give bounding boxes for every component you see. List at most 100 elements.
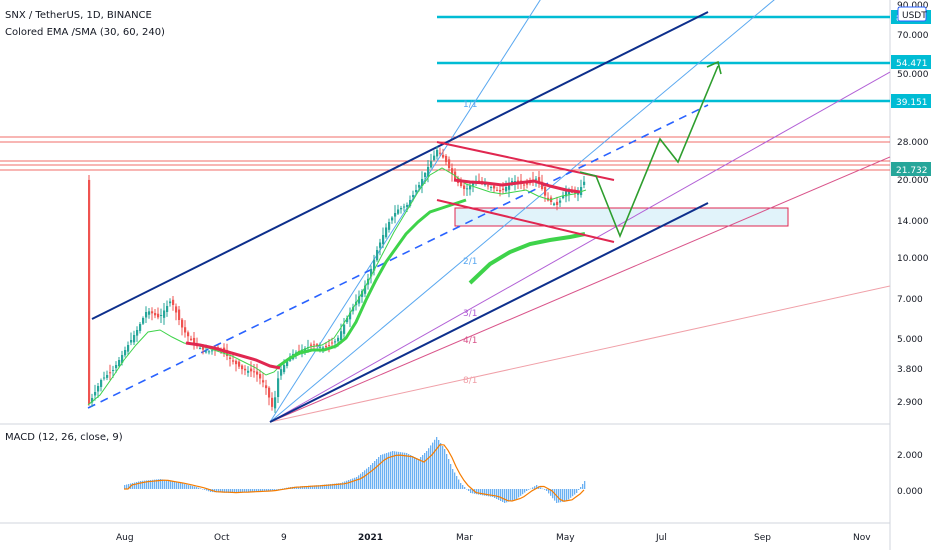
ema-240-line xyxy=(468,232,586,285)
candle-body xyxy=(400,208,403,210)
candle-body xyxy=(190,338,193,340)
gann-label-3-1: 3/1 xyxy=(463,309,477,319)
candle-body xyxy=(127,345,130,352)
candle-body xyxy=(118,360,121,367)
ema-30-line xyxy=(87,167,587,406)
candle-body xyxy=(331,342,334,344)
candle-body xyxy=(286,360,289,366)
macd-bar xyxy=(366,468,368,489)
macd-bar xyxy=(540,487,542,489)
macd-bar xyxy=(550,489,552,496)
macd-bar xyxy=(352,478,354,489)
macd-bar xyxy=(560,489,562,503)
time-axis: Aug Oct 9 2021 Mar May Jul Sep Nov xyxy=(116,533,871,543)
macd-bar xyxy=(220,489,222,493)
macd-bar xyxy=(252,489,254,492)
macd-bar xyxy=(246,489,248,493)
macd-bar xyxy=(336,483,338,489)
symbol-title[interactable]: SNX / TetherUS, 1D, BINANCE xyxy=(5,10,152,21)
candle-body xyxy=(100,380,103,387)
macd-bar xyxy=(552,489,554,499)
macd-bar xyxy=(264,489,266,492)
macd-bar xyxy=(554,489,556,501)
price-tick: 90.000 xyxy=(897,1,929,11)
macd-title[interactable]: MACD (12, 26, close, 9) xyxy=(5,432,123,443)
gann-label-1-1: 1/1 xyxy=(463,100,477,110)
candle-body xyxy=(496,189,499,191)
macd-bar xyxy=(234,489,236,493)
candle-body xyxy=(178,309,181,320)
macd-bar xyxy=(380,455,382,489)
candle-body xyxy=(319,346,322,348)
time-label: 2021 xyxy=(358,533,383,543)
macd-bar xyxy=(244,489,246,493)
macd-bar xyxy=(484,489,486,496)
candle-body xyxy=(136,330,139,336)
macd-bar xyxy=(202,489,204,490)
candle-body xyxy=(433,155,436,161)
macd-bar xyxy=(406,453,408,489)
macd-bar xyxy=(402,452,404,489)
candle-body xyxy=(583,181,586,186)
candle-body xyxy=(328,345,331,347)
macd-bar xyxy=(196,487,198,489)
macd-bar xyxy=(542,488,544,490)
macd-bar xyxy=(582,484,584,489)
candle-body xyxy=(451,168,454,174)
macd-bar xyxy=(326,484,328,489)
macd-bar xyxy=(376,459,378,489)
macd-bar xyxy=(408,454,410,489)
candle-body xyxy=(445,155,448,162)
candle-body xyxy=(115,365,118,369)
gann-label-2-1: 2/1 xyxy=(463,257,477,267)
macd-bar xyxy=(250,489,252,492)
price-tick: 5.000 xyxy=(897,335,923,345)
price-tick: 14.000 xyxy=(897,217,929,227)
macd-bar xyxy=(180,483,182,489)
ema-60-line xyxy=(275,198,467,370)
candle-body xyxy=(523,184,526,186)
candle-body xyxy=(148,311,151,315)
time-label: Jul xyxy=(655,533,667,543)
candle-body xyxy=(334,341,337,343)
macd-bar xyxy=(142,480,144,489)
candle-body xyxy=(157,313,160,318)
currency-badge-box[interactable] xyxy=(897,6,927,22)
macd-bar xyxy=(570,489,572,498)
indicator-title[interactable]: Colored EMA /SMA (30, 60, 240) xyxy=(5,27,165,38)
macd-bar xyxy=(368,467,370,489)
macd-bar xyxy=(274,489,276,490)
macd-bar xyxy=(548,489,550,494)
candle-body xyxy=(172,299,175,305)
macd-bar xyxy=(166,480,168,489)
macd-pane xyxy=(124,437,586,503)
price-tick: 3.800 xyxy=(897,365,923,375)
macd-bar xyxy=(128,484,130,489)
macd-bar xyxy=(148,480,150,489)
candle-body xyxy=(388,222,391,230)
time-label: Aug xyxy=(116,533,134,543)
candle-body xyxy=(208,351,211,353)
macd-bar xyxy=(226,489,228,493)
candle-body xyxy=(460,180,463,186)
candle-body xyxy=(430,161,433,168)
projection-arrowhead xyxy=(706,60,722,75)
macd-bar xyxy=(498,489,500,500)
candle-body xyxy=(247,370,250,373)
candle-body xyxy=(352,307,355,312)
macd-bar xyxy=(478,489,480,495)
candle-body xyxy=(370,269,373,277)
candle-body xyxy=(343,324,346,334)
macd-bar xyxy=(172,481,174,489)
candle-body xyxy=(493,185,496,189)
candle-body xyxy=(499,189,502,192)
macd-bar xyxy=(446,454,448,489)
macd-bar xyxy=(198,487,200,489)
candle-body xyxy=(121,355,124,363)
macd-bar xyxy=(154,479,156,489)
macd-bar xyxy=(440,443,442,489)
macd-bar xyxy=(270,489,272,491)
macd-bar xyxy=(158,479,160,489)
macd-bar xyxy=(470,489,472,493)
